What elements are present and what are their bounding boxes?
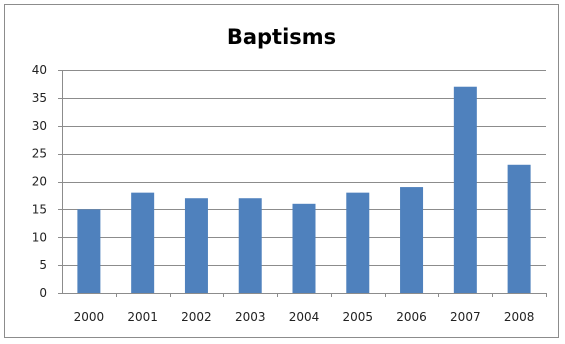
bar-2003	[238, 198, 262, 293]
bars	[77, 86, 531, 293]
bar-2007	[453, 86, 477, 293]
axes	[58, 70, 547, 297]
x-tick-label: 2001	[127, 310, 158, 324]
y-tick-label: 0	[39, 286, 47, 300]
bar-2001	[131, 192, 155, 293]
y-tick-label: 25	[32, 147, 47, 161]
y-tick-label: 35	[32, 91, 47, 105]
x-tick-label: 2005	[343, 310, 374, 324]
y-tick-label: 15	[32, 202, 47, 216]
x-tick-label: 2007	[450, 310, 481, 324]
bar-2005	[346, 192, 370, 293]
y-tick-label: 10	[32, 230, 47, 244]
x-tick-label: 2004	[289, 310, 320, 324]
bar-2006	[400, 187, 424, 293]
chart-title: Baptisms	[226, 25, 337, 49]
x-tick-label: 2000	[74, 310, 105, 324]
y-tick-label: 30	[32, 119, 47, 133]
x-tick-label: 2003	[235, 310, 266, 324]
y-tick-label: 5	[39, 258, 47, 272]
bar-2004	[292, 203, 316, 293]
y-tick-label: 20	[32, 175, 47, 189]
bar-2002	[184, 198, 208, 293]
x-tick-label: 2008	[504, 310, 535, 324]
tick-labels: 0 5 10 15 20 25 30 35 40 2000 2001 2002 2003 2004 2005…	[32, 63, 535, 324]
bar-2008	[507, 164, 531, 293]
bar-2000	[77, 209, 101, 293]
y-tick-label: 40	[32, 63, 47, 77]
x-tick-label: 2002	[181, 310, 212, 324]
x-tick-label: 2006	[396, 310, 427, 324]
